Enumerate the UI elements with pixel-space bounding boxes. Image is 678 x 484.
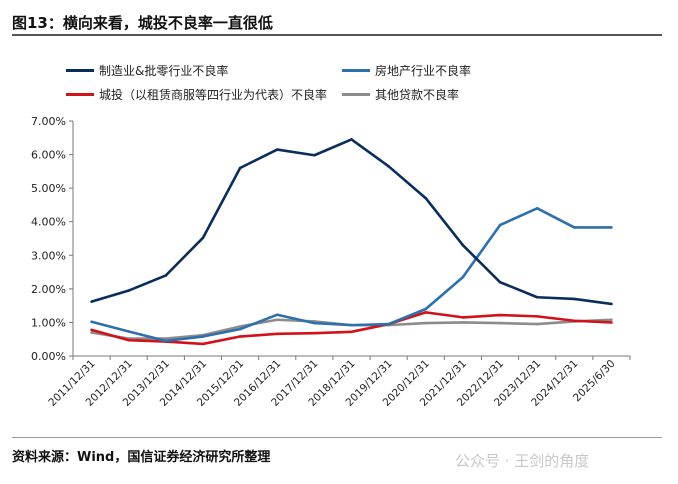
legend-label: 制造业&批零行业不良率 [99,64,229,78]
data-point [275,313,279,317]
data-point [424,321,428,325]
data-point [535,295,539,299]
data-point [127,289,130,292]
y-tick-label: 7.00% [31,115,66,128]
data-point [461,275,465,279]
legend-item-real-estate: 房地产行业不良率 [342,62,471,79]
data-point [201,335,205,338]
y-tick-label: 2.00% [31,283,66,296]
data-point [387,322,390,326]
data-point [387,165,390,168]
data-point [238,325,242,328]
y-tick-label: 5.00% [31,182,66,195]
legend-label: 房地产行业不良率 [375,64,472,78]
data-point [350,138,353,141]
data-point [164,339,168,343]
data-point [164,337,168,340]
data-point [498,321,502,325]
data-point [275,318,279,322]
data-point [90,320,93,324]
data-point [424,307,428,311]
y-tick-label: 0.00% [31,350,66,363]
data-point [90,331,93,334]
footer-divider [12,437,662,438]
data-point [164,274,168,277]
figure-title: 图13：横向来看，城投不良率一直很低 [12,14,273,32]
data-point [498,280,502,284]
data-point [610,226,613,229]
legend-item-lgfv: 城投（以租赁商服等四行业为代表）不良率 [66,86,327,103]
series-line [91,318,612,340]
legend-swatch [66,69,94,72]
y-tick-label: 4.00% [31,216,66,229]
data-point [350,330,353,334]
data-point [461,321,465,324]
legend-item-other: 其他贷款不良率 [342,86,459,103]
watermark: 公众号 · 王剑的角度 [455,452,590,470]
data-point [201,236,205,240]
data-point [90,328,93,332]
legend-swatch [66,93,94,96]
data-point [238,327,242,331]
data-point [275,332,279,336]
data-point [350,323,353,327]
data-point [535,315,539,318]
data-point [127,338,130,342]
legend-item-manufacturing: 制造业&批零行业不良率 [66,62,228,79]
data-point [424,196,428,200]
data-point [535,206,539,210]
data-point [573,319,576,323]
legend-swatch [342,93,370,96]
legend-swatch [342,69,370,72]
data-point [238,335,242,338]
data-point [275,148,279,151]
data-point [313,321,316,325]
data-point [610,302,613,306]
data-point [201,342,205,346]
series-line [91,206,612,343]
legend-label: 城投（以租赁商服等四行业为代表）不良率 [99,88,328,102]
data-point [610,318,613,322]
y-tick-label: 3.00% [31,249,66,262]
line-chart: 0.00% 1.00% 2.00% 3.00% 4.00% 5.00% 6.00% 7.00%… [31,115,631,409]
data-point [498,313,502,317]
data-point [238,166,242,170]
data-point [313,153,316,157]
data-point [498,223,502,227]
legend-label: 其他贷款不良率 [375,88,460,102]
data-point [90,300,93,303]
series-line [91,138,612,306]
data-point [127,330,130,333]
data-point [610,321,613,324]
y-tick-label: 1.00% [31,316,66,329]
data-point [573,226,576,229]
data-point [313,331,316,335]
data-point [461,243,465,247]
data-point [461,316,465,319]
data-point [573,297,576,301]
title-divider [12,34,662,36]
data-point [424,311,428,314]
y-tick-label: 6.00% [31,149,66,162]
source-note: 资料来源：Wind，国信证券经济研究所整理 [12,450,271,465]
data-point [535,322,539,326]
